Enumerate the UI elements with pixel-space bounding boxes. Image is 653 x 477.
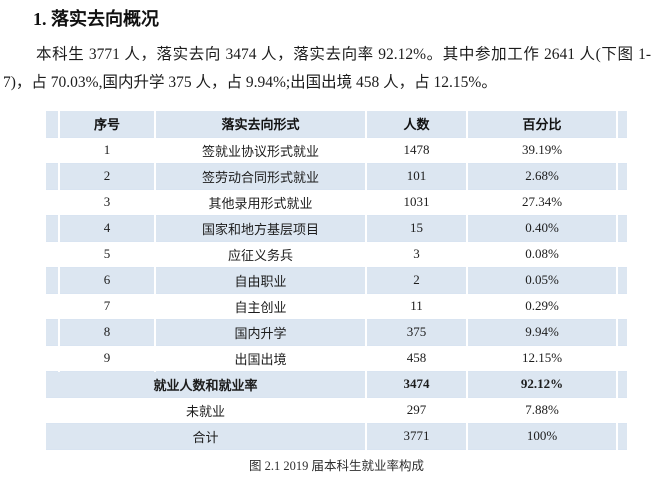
- table-row: 7 自主创业 11 0.29%: [46, 293, 627, 319]
- cell-count: 1031: [365, 189, 467, 215]
- summary-row: 就业人数和就业率 3474 92.12%: [46, 371, 627, 397]
- cell-no: 2: [58, 163, 155, 189]
- spacer-cell: [616, 397, 627, 423]
- spacer-cell: [616, 137, 627, 163]
- cell-pct: 0.08%: [466, 241, 617, 267]
- document-page: 1. 落实去向概况 本科生 3771 人，落实去向 3474 人，落实去向率 9…: [0, 8, 653, 477]
- cell-count: 11: [365, 293, 467, 319]
- cell-count: 3771: [365, 423, 467, 449]
- spacer-cell: [46, 267, 59, 293]
- cell-summary-label: 未就业: [185, 403, 225, 419]
- cell-form: 出国出境: [154, 345, 366, 371]
- col-header-count: 人数: [365, 111, 467, 137]
- spacer-cell: [46, 163, 59, 189]
- table-body: 1 签就业协议形式就业 1478 39.19% 2 签劳动合同形式就业 101 2.68% 3 其…: [46, 137, 627, 449]
- table-row: 3 其他录用形式就业 1031 27.34%: [46, 189, 627, 215]
- cell-no: 9: [58, 345, 155, 371]
- cell-pct: 12.15%: [466, 345, 617, 371]
- cell-form: 签就业协议形式就业: [154, 137, 366, 163]
- cell-no: 5: [58, 241, 155, 267]
- summary-row: 合计 3771 100%: [46, 423, 627, 449]
- spacer-cell: [46, 189, 59, 215]
- cell-pct: 2.68%: [466, 163, 617, 189]
- spacer-cell: [616, 111, 627, 137]
- intro-paragraph: 本科生 3771 人，落实去向 3474 人，落实去向率 92.12%。其中参加…: [3, 46, 651, 91]
- cell-summary-label: 就业人数和就业率: [153, 377, 258, 393]
- cell-count: 1478: [365, 137, 467, 163]
- cell-form: 应征义务兵: [154, 241, 366, 267]
- cell-form: 国家和地方基层项目: [154, 215, 366, 241]
- cell-form: 自主创业: [154, 293, 366, 319]
- spacer-cell: [616, 241, 627, 267]
- spacer-cell: [616, 319, 627, 345]
- cell-pct: 27.34%: [466, 189, 617, 215]
- cell-no: 4: [58, 215, 155, 241]
- cell-count: 3: [365, 241, 467, 267]
- spacer-cell: [616, 293, 627, 319]
- col-header-form: 落实去向形式: [154, 111, 366, 137]
- cell-form: 自由职业: [154, 267, 366, 293]
- table-row: 8 国内升学 375 9.94%: [46, 319, 627, 345]
- cell-pct: 100%: [466, 423, 617, 449]
- cell-count: 101: [365, 163, 467, 189]
- col-header-pct: 百分比: [466, 111, 617, 137]
- spacer-cell: [616, 189, 627, 215]
- spacer-cell: [616, 163, 627, 189]
- cell-count: 3474: [365, 371, 467, 397]
- spacer-cell: [616, 371, 627, 397]
- cell-pct: 7.88%: [466, 397, 617, 423]
- table-caption: 图 2.1 2019 届本科生就业率构成: [248, 458, 424, 473]
- cell-count: 375: [365, 319, 467, 345]
- table-row: 6 自由职业 2 0.05%: [46, 267, 627, 293]
- cell-pct: 39.19%: [466, 137, 617, 163]
- spacer-cell: [46, 215, 59, 241]
- cell-no: 6: [58, 267, 155, 293]
- employment-table: 序号 落实去向形式 人数 百分比 1 签就业协议形式就业 1478 39.19% 2 签劳…: [46, 111, 627, 450]
- col-header-no: 序号: [58, 111, 155, 137]
- table-row: 4 国家和地方基层项目 15 0.40%: [46, 215, 627, 241]
- cell-no: 3: [58, 189, 155, 215]
- spacer-cell: [46, 137, 59, 163]
- cell-pct: 92.12%: [466, 371, 617, 397]
- table-row: 1 签就业协议形式就业 1478 39.19%: [46, 137, 627, 163]
- cell-form: 其他录用形式就业: [154, 189, 366, 215]
- cell-no: 1: [58, 137, 155, 163]
- cell-no: 8: [58, 319, 155, 345]
- spacer-cell: [616, 267, 627, 293]
- table-row: 2 签劳动合同形式就业 101 2.68%: [46, 163, 627, 189]
- spacer-cell: [46, 111, 59, 137]
- cell-pct: 9.94%: [466, 319, 617, 345]
- cell-pct: 0.29%: [466, 293, 617, 319]
- spacer-cell: [46, 241, 59, 267]
- spacer-cell: [616, 345, 627, 371]
- cell-form: 国内升学: [154, 319, 366, 345]
- cell-pct: 0.05%: [466, 267, 617, 293]
- spacer-cell: [46, 293, 59, 319]
- cell-no: 7: [58, 293, 155, 319]
- spacer-cell: [46, 319, 59, 345]
- cell-count: 458: [365, 345, 467, 371]
- summary-row: 未就业 297 7.88%: [46, 397, 627, 423]
- table-row: 5 应征义务兵 3 0.08%: [46, 241, 627, 267]
- cell-count: 15: [365, 215, 467, 241]
- cell-count: 297: [365, 397, 467, 423]
- cell-form: 签劳动合同形式就业: [154, 163, 366, 189]
- cell-summary-label: 合计: [192, 429, 219, 445]
- table-row: 9 出国出境 458 12.15%: [46, 345, 627, 371]
- cell-pct: 0.40%: [466, 215, 617, 241]
- spacer-cell: [616, 215, 627, 241]
- spacer-cell: [46, 345, 59, 371]
- spacer-cell: [616, 423, 627, 449]
- table-header-row: 序号 落实去向形式 人数 百分比: [46, 111, 627, 137]
- cell-count: 2: [365, 267, 467, 293]
- section-heading: 1. 落实去向概况: [33, 9, 159, 29]
